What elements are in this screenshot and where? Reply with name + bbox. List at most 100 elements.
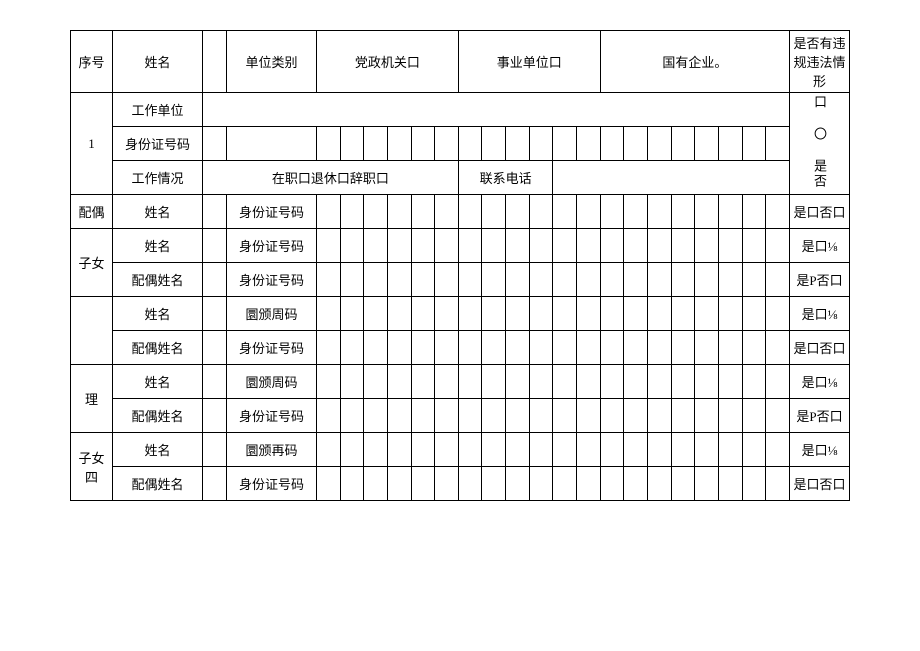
id-cell[interactable] <box>482 297 506 331</box>
id-cell[interactable] <box>411 297 435 331</box>
id-cell[interactable] <box>506 297 530 331</box>
id-cell[interactable] <box>718 127 742 161</box>
id-cell[interactable] <box>364 127 388 161</box>
id-cell[interactable] <box>506 365 530 399</box>
id-cell[interactable] <box>600 467 624 501</box>
id-cell[interactable] <box>577 263 601 297</box>
id-cell[interactable] <box>317 229 341 263</box>
id-cell[interactable] <box>766 263 790 297</box>
id-cell[interactable] <box>577 127 601 161</box>
id-cell[interactable] <box>482 127 506 161</box>
id-cell[interactable] <box>411 365 435 399</box>
id-cell[interactable] <box>718 365 742 399</box>
id-cell[interactable] <box>695 297 719 331</box>
id-cell[interactable] <box>435 263 459 297</box>
id-cell[interactable] <box>577 229 601 263</box>
id-cell[interactable] <box>458 331 482 365</box>
id-cell[interactable] <box>506 263 530 297</box>
id-cell[interactable] <box>695 467 719 501</box>
id-cell[interactable] <box>506 399 530 433</box>
id-cell[interactable] <box>600 365 624 399</box>
id-cell[interactable] <box>742 433 766 467</box>
id-cell[interactable] <box>742 297 766 331</box>
id-cell[interactable] <box>647 127 671 161</box>
id-cell[interactable] <box>482 331 506 365</box>
id-cell[interactable] <box>600 399 624 433</box>
id-cell[interactable] <box>671 297 695 331</box>
id-cell[interactable] <box>624 263 648 297</box>
id-cell[interactable] <box>435 433 459 467</box>
id-cell[interactable] <box>553 127 577 161</box>
id-cell[interactable] <box>317 297 341 331</box>
id-cell[interactable] <box>553 399 577 433</box>
id-cell[interactable] <box>340 195 364 229</box>
id-cell[interactable] <box>671 433 695 467</box>
id-cell[interactable] <box>695 399 719 433</box>
id-cell[interactable] <box>577 399 601 433</box>
id-cell[interactable] <box>647 331 671 365</box>
id-cell[interactable] <box>482 195 506 229</box>
id-cell[interactable] <box>387 365 411 399</box>
id-cell[interactable] <box>458 365 482 399</box>
val-cell[interactable] <box>203 331 227 365</box>
id-cell[interactable] <box>387 433 411 467</box>
id-cell[interactable] <box>671 263 695 297</box>
id-cell[interactable] <box>435 127 459 161</box>
id-cell[interactable] <box>387 195 411 229</box>
id-cell[interactable] <box>387 263 411 297</box>
id-cell[interactable] <box>435 297 459 331</box>
id-cell[interactable] <box>695 263 719 297</box>
id-cell[interactable] <box>624 331 648 365</box>
id-cell[interactable] <box>317 331 341 365</box>
id-cell[interactable] <box>577 331 601 365</box>
id-cell[interactable] <box>577 433 601 467</box>
id-cell[interactable] <box>411 467 435 501</box>
id-cell[interactable] <box>671 331 695 365</box>
id-cell[interactable] <box>766 195 790 229</box>
id-cell[interactable] <box>506 195 530 229</box>
id-cell[interactable] <box>340 229 364 263</box>
val-cell[interactable] <box>203 297 227 331</box>
id-cell[interactable] <box>529 433 553 467</box>
id-cell[interactable] <box>203 127 227 161</box>
id-cell[interactable] <box>718 331 742 365</box>
id-cell[interactable] <box>340 263 364 297</box>
id-cell[interactable] <box>718 467 742 501</box>
id-cell[interactable] <box>718 399 742 433</box>
id-cell[interactable] <box>411 263 435 297</box>
val-cell[interactable] <box>203 229 227 263</box>
id-cell[interactable] <box>695 433 719 467</box>
id-cell[interactable] <box>364 229 388 263</box>
id-cell[interactable] <box>458 297 482 331</box>
id-cell[interactable] <box>411 229 435 263</box>
id-cell[interactable] <box>387 297 411 331</box>
id-cell[interactable] <box>364 467 388 501</box>
id-cell[interactable] <box>482 467 506 501</box>
id-cell[interactable] <box>742 263 766 297</box>
id-cell[interactable] <box>364 297 388 331</box>
id-cell[interactable] <box>647 195 671 229</box>
id-cell[interactable] <box>647 467 671 501</box>
id-cell[interactable] <box>435 229 459 263</box>
id-cell[interactable] <box>553 365 577 399</box>
id-cell[interactable] <box>671 195 695 229</box>
id-cell[interactable] <box>671 365 695 399</box>
id-cell[interactable] <box>529 399 553 433</box>
id-cell[interactable] <box>671 399 695 433</box>
id-cell[interactable] <box>529 195 553 229</box>
id-cell[interactable] <box>742 365 766 399</box>
id-cell[interactable] <box>506 331 530 365</box>
id-cell[interactable] <box>671 229 695 263</box>
id-cell[interactable] <box>435 365 459 399</box>
id-cell[interactable] <box>553 195 577 229</box>
id-cell[interactable] <box>577 195 601 229</box>
id-cell[interactable] <box>458 263 482 297</box>
id-cell[interactable] <box>624 365 648 399</box>
id-cell[interactable] <box>506 467 530 501</box>
id-cell[interactable] <box>624 399 648 433</box>
id-cell[interactable] <box>718 229 742 263</box>
id-cell[interactable] <box>529 467 553 501</box>
id-cell[interactable] <box>458 467 482 501</box>
id-cell[interactable] <box>364 263 388 297</box>
id-cell[interactable] <box>647 297 671 331</box>
